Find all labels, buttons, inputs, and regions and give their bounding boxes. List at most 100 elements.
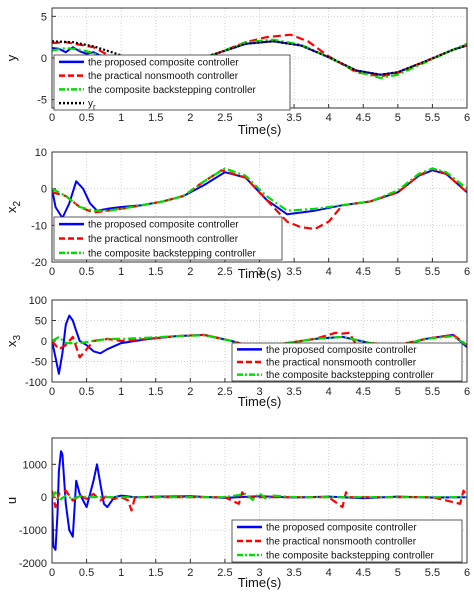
x-tick-label: 4: [326, 266, 332, 278]
y-tick-label: -20: [31, 257, 47, 269]
x-axis-label: Time(s): [238, 575, 282, 590]
x-tick-label: 2: [187, 567, 193, 579]
x-tick-label: 2: [187, 266, 193, 278]
legend-box: [53, 54, 291, 111]
legend-label: the practical nonsmooth controller: [266, 537, 417, 548]
y-tick-label: 5: [41, 11, 47, 23]
series-line-1: [52, 33, 467, 78]
y-axis-label-subscript: 2: [12, 201, 23, 207]
x-tick-label: 5.5: [425, 112, 440, 124]
x-tick-label: 3: [256, 266, 262, 278]
series-group: [52, 33, 467, 80]
x-tick-label: 1.5: [148, 567, 163, 579]
series-line-2: [52, 167, 467, 212]
y-axis-label: x3: [4, 335, 23, 348]
series-group: [52, 450, 467, 551]
y-tick-label: -100: [25, 377, 47, 389]
y-tick-label: 1000: [23, 459, 47, 471]
legend-label: the proposed composite controller: [88, 57, 239, 68]
y-tick-label: 0: [41, 492, 47, 504]
series-line-3: [52, 40, 467, 76]
legend-label: the composite backstepping controller: [266, 370, 435, 381]
x-tick-label: 4.5: [356, 112, 371, 124]
legend-label: the practical nonsmooth controller: [88, 234, 239, 245]
x-tick-label: 0.5: [79, 112, 94, 124]
y-axis-label: x2: [4, 201, 23, 214]
x-tick-label: 4: [326, 567, 332, 579]
y-axis-label: u: [4, 497, 19, 504]
x-tick-label: 3.5: [286, 266, 301, 278]
x-tick-label: 0: [49, 386, 55, 398]
x-tick-label: 3: [256, 567, 262, 579]
x-tick-label: 6: [464, 112, 470, 124]
y-axis-label-text: x: [4, 340, 19, 347]
x-tick-label: 1: [118, 266, 124, 278]
x-tick-label: 4.5: [356, 386, 371, 398]
legend-box: [53, 216, 283, 261]
x-tick-label: 6: [464, 567, 470, 579]
x-axis-label: Time(s): [238, 394, 282, 409]
plot-frame: [51, 437, 468, 564]
legend-label: yr: [88, 99, 96, 112]
x-tick-label: 2.5: [217, 266, 232, 278]
legend-label: the composite backstepping controller: [266, 551, 435, 562]
x-axis-label: Time(s): [238, 122, 282, 137]
y-axis-label: y: [4, 54, 19, 61]
x-tick-label: 5.5: [425, 386, 440, 398]
y-tick-label: -1000: [19, 525, 47, 537]
legend-label: the practical nonsmooth controller: [88, 71, 239, 82]
series-line-2: [52, 491, 467, 502]
panel-u: 0 0.5 1 1.5 2 2.5 3 3.5 4 4.5 5 5.5 6 1000 0 -1000 -2000…: [4, 437, 470, 590]
legend: the proposed composite controller the pra…: [231, 519, 463, 563]
x-tick-label: 4: [326, 112, 332, 124]
x-tick-label: 5: [395, 112, 401, 124]
y-axis-label-text: x: [4, 206, 19, 213]
x-tick-label: 3: [256, 112, 262, 124]
y-tick-label: -50: [31, 357, 47, 369]
series-line-1: [52, 167, 467, 231]
legend: the proposed composite controller the pra…: [53, 216, 283, 261]
x-tick-label: 2.5: [217, 386, 232, 398]
x-tick-label: 3.5: [286, 386, 301, 398]
x-tick-label: 0.5: [79, 386, 94, 398]
series-line-2: [52, 38, 467, 80]
plot-frame: [51, 151, 468, 263]
x-tick-label: 4: [326, 386, 332, 398]
x-tick-label: 5: [395, 266, 401, 278]
x-tick-label: 1: [118, 567, 124, 579]
x-tick-label: 1.5: [148, 112, 163, 124]
panel-x2: 0 0.5 1 1.5 2 2.5 3 3.5 4 4.5 5 5.5 6 10 0 -10 -20 Time(s…: [4, 147, 470, 281]
x-tick-label: 2: [187, 112, 193, 124]
panel-x3: 0 0.5 1 1.5 2 2.5 3 3.5 4 4.5 5 5.5 6 100 50 0 -50 -100 Ti…: [4, 295, 470, 409]
legend-label: the proposed composite controller: [266, 345, 417, 356]
x-tick-label: 1.5: [148, 266, 163, 278]
y-tick-label: 100: [29, 295, 47, 307]
x-tick-label: 1.5: [148, 386, 163, 398]
legend-label: the proposed composite controller: [88, 220, 239, 231]
x-tick-label: 0: [49, 112, 55, 124]
x-tick-label: 6: [464, 266, 470, 278]
y-tick-label: 0: [41, 53, 47, 65]
y-axis-label-subscript: 3: [12, 335, 23, 341]
x-tick-label: 5.5: [425, 266, 440, 278]
y-tick-label: 0: [41, 184, 47, 196]
y-tick-label: -10: [31, 220, 47, 232]
legend: the proposed composite controller the pra…: [231, 342, 463, 382]
legend-box: [231, 519, 463, 563]
x-tick-label: 6: [464, 386, 470, 398]
x-tick-label: 5.5: [425, 567, 440, 579]
x-tick-label: 3.5: [286, 567, 301, 579]
legend-label: the composite backstepping controller: [88, 248, 257, 259]
x-tick-label: 4.5: [356, 266, 371, 278]
x-tick-label: 5: [395, 386, 401, 398]
legend: the proposed composite controller the pra…: [53, 54, 291, 112]
x-tick-label: 0: [49, 567, 55, 579]
y-tick-label: 0: [41, 336, 47, 348]
legend-label-yr-sub: r: [93, 103, 96, 112]
plot-frame: [51, 299, 468, 383]
y-tick-label: -2000: [19, 558, 47, 570]
x-tick-label: 2: [187, 386, 193, 398]
x-tick-label: 2.5: [217, 112, 232, 124]
